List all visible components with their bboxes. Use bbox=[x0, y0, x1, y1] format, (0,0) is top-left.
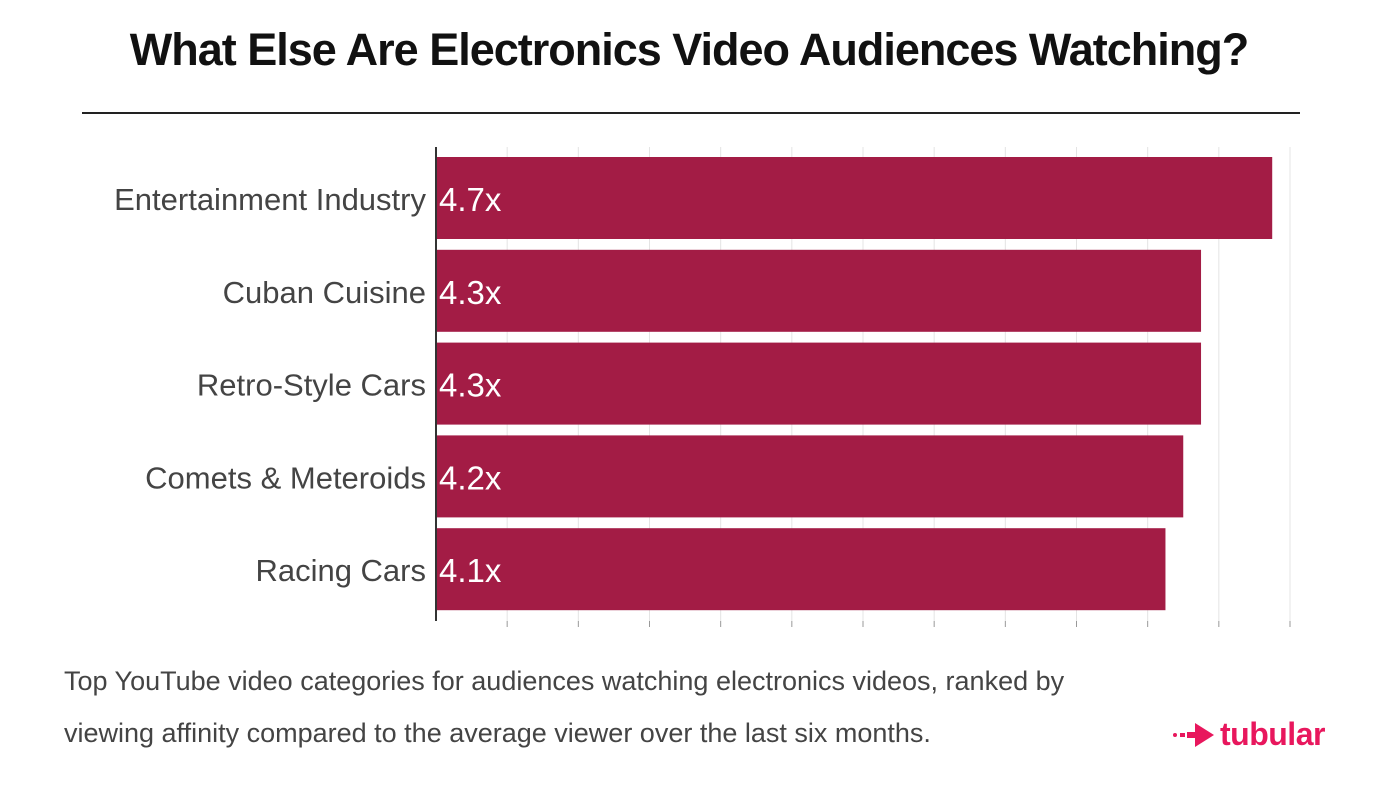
bar bbox=[436, 342, 1202, 425]
data-label: 4.3x bbox=[439, 274, 502, 311]
category-label: Cuban Cuisine bbox=[223, 275, 426, 310]
bar bbox=[436, 249, 1202, 332]
tubular-logo: tubular bbox=[1172, 716, 1325, 753]
data-label: 4.3x bbox=[439, 367, 502, 404]
caption-line-2: viewing affinity compared to the average… bbox=[64, 718, 931, 748]
data-label: 4.7x bbox=[439, 181, 502, 218]
category-label: Retro-Style Cars bbox=[197, 368, 426, 403]
chart-caption: Top YouTube video categories for audienc… bbox=[64, 655, 1144, 759]
bar bbox=[436, 435, 1184, 518]
category-label: Racing Cars bbox=[255, 553, 426, 588]
bar bbox=[436, 157, 1273, 239]
axes bbox=[435, 147, 1291, 627]
title-divider bbox=[82, 112, 1300, 114]
data-label: 4.2x bbox=[439, 459, 502, 496]
arrow-right-icon bbox=[1173, 722, 1214, 747]
category-label: Comets & Meteroids bbox=[145, 460, 426, 495]
logo-text: tubular bbox=[1220, 716, 1325, 752]
chart-title: What Else Are Electronics Video Audience… bbox=[129, 24, 1249, 75]
caption-line-1: Top YouTube video categories for audienc… bbox=[64, 666, 1065, 696]
data-label: 4.1x bbox=[439, 552, 502, 589]
bars: Entertainment Industry 4.7x Cuban Cuisine 4… bbox=[114, 157, 1273, 611]
category-label: Entertainment Industry bbox=[114, 182, 426, 217]
bar bbox=[436, 528, 1166, 611]
bar-chart: Entertainment Industry 4.7x Cuban Cuisine 4… bbox=[114, 147, 1291, 627]
